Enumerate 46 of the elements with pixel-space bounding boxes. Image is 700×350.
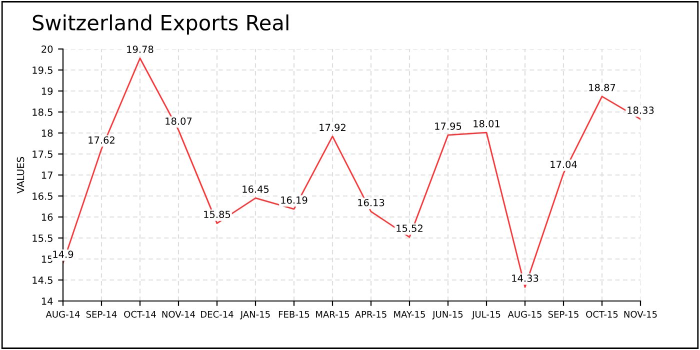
data-label: 16.13 — [358, 198, 384, 206]
data-label: 16.19 — [281, 196, 308, 204]
x-tick-label: JAN-15 — [240, 311, 270, 320]
y-tick-label: 18 — [42, 129, 53, 137]
x-tick-label: FEB-15 — [278, 311, 310, 318]
y-tick-label: 14.5 — [32, 276, 52, 284]
x-tick-label: JUN-15 — [432, 311, 463, 320]
y-tick-label: 16 — [42, 213, 53, 221]
x-tick-label: DEC-14 — [201, 310, 234, 318]
y-tick-label: 17.5 — [32, 150, 52, 158]
x-tick-label: AUG-14 — [46, 310, 80, 318]
data-label: 17.04 — [550, 160, 577, 168]
data-label: 14.9 — [53, 250, 74, 258]
data-label: 15.52 — [396, 224, 422, 232]
x-tick-label: OCT-15 — [586, 310, 618, 318]
data-label: 18.87 — [589, 84, 616, 92]
data-label: 19.78 — [127, 46, 154, 53]
x-tick-label: APR-15 — [354, 311, 386, 318]
chart-title: Switzerland Exports Real — [32, 14, 288, 35]
data-label: 15.85 — [204, 210, 230, 218]
y-tick-label: 20 — [42, 45, 53, 53]
x-tick-label: NOV-14 — [162, 310, 196, 318]
y-tick-label: 18.5 — [32, 108, 52, 116]
data-label: 16.45 — [242, 186, 269, 193]
y-tick-label: 19 — [42, 87, 53, 95]
x-tick-label: SEP-14 — [86, 310, 117, 318]
data-label: 18.07 — [166, 117, 192, 125]
data-label: 17.95 — [435, 122, 462, 130]
x-tick-label: MAR-15 — [316, 311, 350, 318]
y-tick-label: 17 — [42, 172, 52, 179]
x-tick-label: AUG-15 — [508, 310, 542, 318]
x-tick-label: JUL-15 — [472, 311, 500, 320]
data-label: 17.92 — [320, 124, 346, 132]
data-label: 18.33 — [628, 106, 654, 114]
x-tick-label: MAY-15 — [394, 311, 425, 318]
y-tick-label: 16.5 — [32, 192, 52, 200]
data-label: 14.33 — [512, 274, 538, 282]
x-tick-label: NOV-15 — [624, 310, 657, 318]
y-tick-label: 14 — [42, 298, 53, 305]
y-tick-label: 15.5 — [32, 234, 52, 242]
x-tick-label: OCT-14 — [124, 310, 156, 318]
data-label: 17.62 — [88, 136, 114, 144]
data-label: 18.01 — [474, 120, 500, 128]
y-axis-title: VALUES — [16, 157, 24, 194]
y-tick-label: 19.5 — [32, 66, 52, 74]
x-tick-label: SEP-15 — [548, 310, 578, 318]
